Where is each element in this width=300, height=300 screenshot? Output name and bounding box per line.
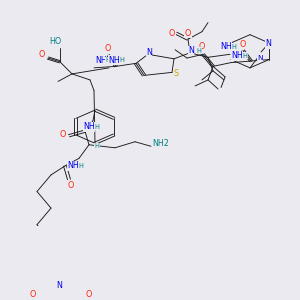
Text: O: O [169,29,175,38]
Text: N: N [146,48,152,57]
Text: H: H [94,143,99,149]
Text: NH: NH [108,56,120,65]
Text: S: S [173,69,178,78]
Text: H: H [94,124,99,130]
Text: O: O [185,29,191,38]
Text: NH: NH [83,122,95,131]
Text: N: N [265,39,271,48]
Text: N: N [56,280,62,290]
Text: HO: HO [49,37,61,46]
Text: H: H [196,47,202,53]
Text: H: H [232,44,236,50]
Text: O: O [105,44,111,53]
Text: O: O [68,181,74,190]
Text: H: H [120,57,124,63]
Text: N: N [257,55,263,61]
Text: O: O [30,290,36,298]
Text: H: H [79,163,83,169]
Text: NH: NH [67,161,79,170]
Text: O: O [240,40,246,49]
Text: H: H [243,53,248,59]
Text: H: H [106,57,110,63]
Text: NH2: NH2 [153,139,169,148]
Text: O: O [199,42,205,51]
Text: NH: NH [220,42,232,51]
Text: O: O [60,130,66,139]
Text: N: N [188,46,194,55]
Text: O: O [86,290,92,298]
Text: NH: NH [95,56,107,65]
Text: NH: NH [231,51,243,60]
Text: O: O [39,50,45,59]
